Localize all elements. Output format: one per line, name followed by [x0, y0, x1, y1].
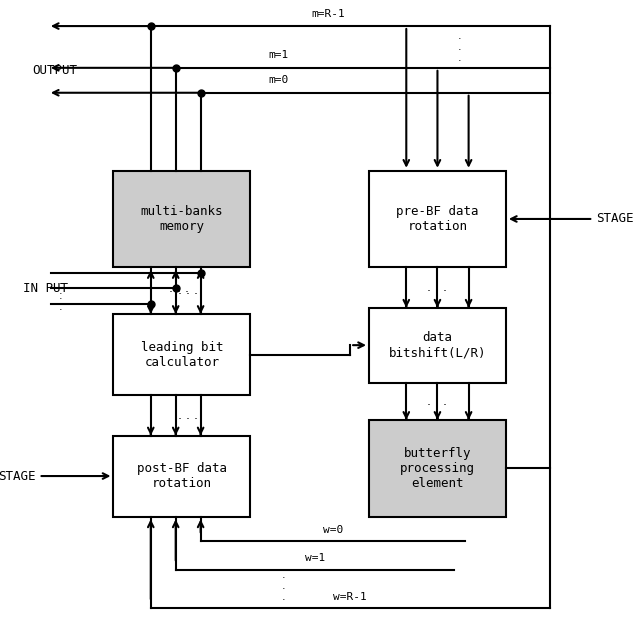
Text: multi-banks
memory: multi-banks memory [141, 205, 223, 233]
Text: .
.
.: . . . [59, 265, 62, 296]
Text: STAGE: STAGE [0, 470, 35, 482]
Text: . . .: . . . [178, 409, 198, 422]
Text: OUTPUT: OUTPUT [33, 65, 77, 77]
Text: post-BF data
rotation: post-BF data rotation [137, 462, 227, 490]
Text: .
.
.: . . . [458, 31, 461, 63]
Bar [113, 171, 250, 268]
Bar [113, 314, 250, 395]
Text: . . .: . . . [169, 282, 189, 295]
Bar [113, 436, 250, 517]
Text: m=0: m=0 [268, 75, 289, 85]
Text: m=1: m=1 [268, 50, 289, 60]
Text: . . .: . . . [178, 284, 198, 297]
Text: .
.
.: . . . [149, 31, 152, 63]
Text: STAGE: STAGE [596, 212, 634, 225]
Text: . . .: . . . [428, 281, 447, 294]
Bar [369, 308, 506, 382]
Text: .
.
.: . . . [59, 280, 62, 312]
Text: butterfly
processing
element: butterfly processing element [400, 447, 475, 490]
Text: m=R-1: m=R-1 [312, 9, 345, 19]
Text: IN PUT: IN PUT [23, 282, 68, 295]
Text: leading bit
calculator: leading bit calculator [141, 340, 223, 369]
Text: .
.
.: . . . [282, 570, 285, 602]
Text: w=1: w=1 [305, 553, 325, 563]
Text: pre-BF data
rotation: pre-BF data rotation [396, 205, 479, 233]
Text: . . .: . . . [428, 395, 447, 408]
Text: w=R-1: w=R-1 [333, 592, 367, 602]
Text: w=0: w=0 [323, 525, 343, 535]
Bar [369, 171, 506, 268]
Bar [369, 420, 506, 517]
Text: data
bitshift(L/R): data bitshift(L/R) [388, 331, 486, 359]
